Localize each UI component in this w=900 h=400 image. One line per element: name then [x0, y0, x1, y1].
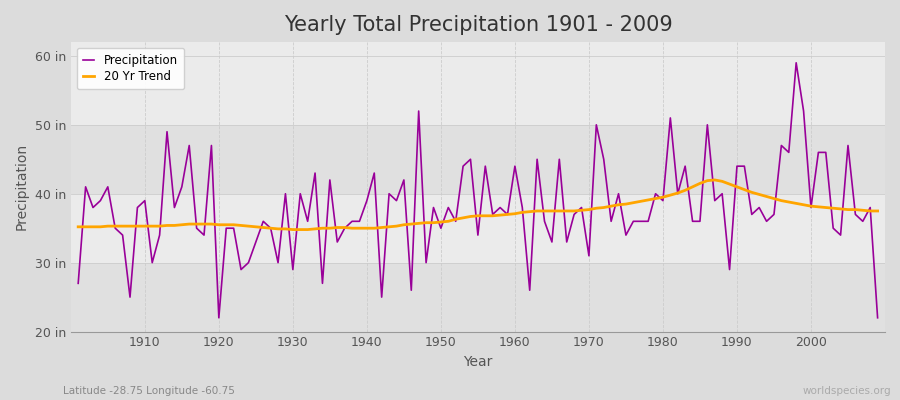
Precipitation [213, 315, 224, 320]
Bar [71, 125, 885, 194]
Precipitation [132, 205, 143, 210]
20 Yr Trend [606, 204, 616, 208]
Bar [71, 56, 885, 125]
Text: Latitude -28.75 Longitude -60.75: Latitude -28.75 Longitude -60.75 [63, 386, 235, 396]
Line: Precipitation: Precipitation [78, 63, 878, 318]
Precipitation [509, 164, 520, 168]
20 Yr Trend [302, 227, 313, 232]
Line: 20 Yr Trend: 20 Yr Trend [78, 180, 878, 230]
20 Yr Trend [709, 178, 720, 182]
Bar [71, 194, 885, 263]
20 Yr Trend [346, 226, 357, 231]
20 Yr Trend [132, 224, 143, 228]
Precipitation [346, 219, 357, 224]
Precipitation [872, 315, 883, 320]
Precipitation [302, 219, 313, 224]
Title: Yearly Total Precipitation 1901 - 2009: Yearly Total Precipitation 1901 - 2009 [284, 15, 672, 35]
Precipitation [606, 219, 616, 224]
Precipitation [791, 60, 802, 65]
Legend: Precipitation, 20 Yr Trend: Precipitation, 20 Yr Trend [76, 48, 184, 89]
20 Yr Trend [287, 227, 298, 232]
20 Yr Trend [73, 224, 84, 229]
Text: worldspecies.org: worldspecies.org [803, 386, 891, 396]
Y-axis label: Precipitation: Precipitation [15, 143, 29, 230]
20 Yr Trend [517, 210, 527, 215]
Bar [71, 263, 885, 332]
Precipitation [517, 205, 527, 210]
20 Yr Trend [509, 211, 520, 216]
X-axis label: Year: Year [464, 355, 492, 369]
20 Yr Trend [872, 208, 883, 213]
Precipitation [73, 281, 84, 286]
